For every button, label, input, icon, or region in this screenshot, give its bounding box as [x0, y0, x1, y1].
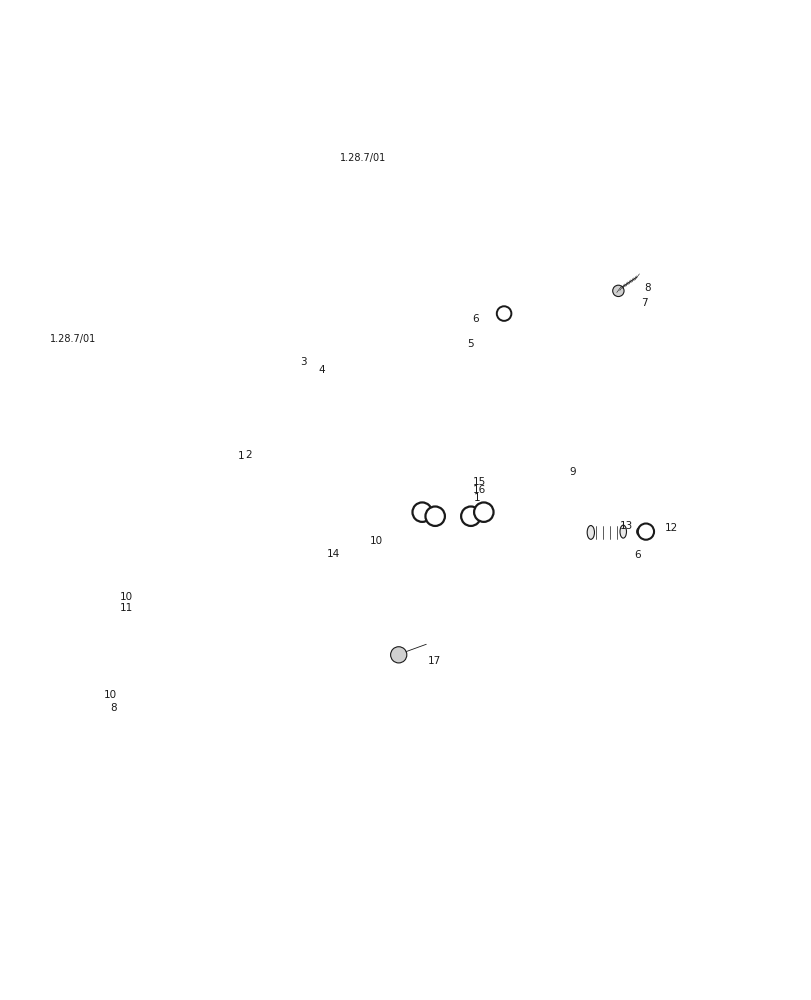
- Polygon shape: [500, 322, 507, 354]
- Circle shape: [450, 165, 491, 206]
- Circle shape: [474, 502, 493, 522]
- Text: 1: 1: [238, 451, 245, 461]
- Circle shape: [127, 588, 149, 610]
- Circle shape: [414, 188, 427, 201]
- Ellipse shape: [500, 318, 508, 325]
- Circle shape: [481, 132, 494, 145]
- Circle shape: [461, 506, 480, 526]
- Circle shape: [92, 592, 105, 605]
- Circle shape: [637, 524, 653, 540]
- Bar: [47, 485, 136, 518]
- Text: 4: 4: [318, 365, 324, 375]
- Ellipse shape: [231, 387, 239, 402]
- Text: 17: 17: [427, 656, 440, 666]
- Polygon shape: [590, 526, 623, 539]
- Text: 3: 3: [300, 357, 307, 367]
- Circle shape: [426, 141, 515, 230]
- Circle shape: [196, 397, 229, 429]
- Circle shape: [169, 592, 182, 605]
- Ellipse shape: [264, 373, 272, 387]
- Circle shape: [410, 125, 531, 246]
- Text: 15: 15: [472, 477, 485, 487]
- Polygon shape: [78, 571, 197, 630]
- Bar: [5, 101, 207, 224]
- Circle shape: [496, 217, 509, 230]
- Circle shape: [390, 647, 406, 663]
- Polygon shape: [422, 481, 483, 532]
- Circle shape: [97, 499, 110, 512]
- Bar: [444, 354, 654, 484]
- Text: 1: 1: [474, 493, 480, 503]
- Circle shape: [266, 369, 285, 388]
- Circle shape: [127, 352, 144, 368]
- Bar: [606, 840, 660, 887]
- Circle shape: [496, 306, 511, 321]
- Circle shape: [39, 457, 55, 473]
- Text: 1.28.7/01: 1.28.7/01: [340, 153, 386, 163]
- Ellipse shape: [636, 528, 642, 536]
- Polygon shape: [623, 528, 639, 536]
- Polygon shape: [558, 445, 582, 459]
- Polygon shape: [13, 226, 49, 239]
- Text: 14: 14: [326, 549, 339, 559]
- Polygon shape: [78, 561, 197, 581]
- Circle shape: [425, 506, 444, 526]
- Text: 5: 5: [467, 339, 474, 349]
- Text: 13: 13: [620, 521, 633, 531]
- Circle shape: [130, 695, 146, 711]
- Text: 8: 8: [109, 703, 117, 713]
- Polygon shape: [611, 845, 654, 883]
- Circle shape: [59, 588, 80, 609]
- Circle shape: [131, 592, 144, 605]
- Circle shape: [88, 630, 108, 649]
- Circle shape: [211, 399, 243, 431]
- Text: 1.28.7/01: 1.28.7/01: [49, 334, 96, 344]
- Circle shape: [84, 404, 100, 421]
- Circle shape: [11, 331, 172, 494]
- Text: 11: 11: [119, 603, 133, 613]
- Circle shape: [61, 499, 74, 512]
- Circle shape: [127, 457, 144, 473]
- Text: 10: 10: [119, 592, 133, 602]
- Polygon shape: [5, 224, 101, 241]
- FancyBboxPatch shape: [0, 0, 811, 977]
- Text: 8: 8: [643, 283, 650, 293]
- Text: 12: 12: [663, 523, 677, 533]
- Text: 9: 9: [569, 467, 576, 477]
- Text: 2: 2: [245, 450, 251, 460]
- Circle shape: [573, 388, 586, 401]
- Polygon shape: [235, 374, 268, 401]
- Circle shape: [24, 164, 72, 213]
- Circle shape: [412, 502, 431, 522]
- Ellipse shape: [313, 379, 320, 389]
- Text: 6: 6: [633, 550, 641, 560]
- Text: 6: 6: [472, 314, 478, 324]
- Text: 7: 7: [641, 298, 647, 308]
- Circle shape: [612, 285, 624, 297]
- Circle shape: [196, 588, 217, 609]
- Circle shape: [132, 169, 153, 190]
- Circle shape: [592, 382, 605, 395]
- Circle shape: [87, 588, 109, 610]
- Circle shape: [39, 352, 55, 368]
- Ellipse shape: [282, 372, 290, 383]
- Circle shape: [33, 174, 62, 203]
- Circle shape: [165, 588, 187, 610]
- Circle shape: [104, 141, 181, 219]
- Ellipse shape: [500, 351, 508, 357]
- Text: 16: 16: [472, 485, 485, 495]
- Polygon shape: [556, 361, 615, 417]
- Circle shape: [117, 154, 169, 206]
- Circle shape: [573, 368, 586, 381]
- Polygon shape: [560, 434, 584, 447]
- Ellipse shape: [586, 526, 594, 539]
- Polygon shape: [285, 374, 316, 388]
- Ellipse shape: [620, 525, 626, 538]
- Text: 10: 10: [370, 536, 383, 546]
- Text: 10: 10: [103, 690, 117, 700]
